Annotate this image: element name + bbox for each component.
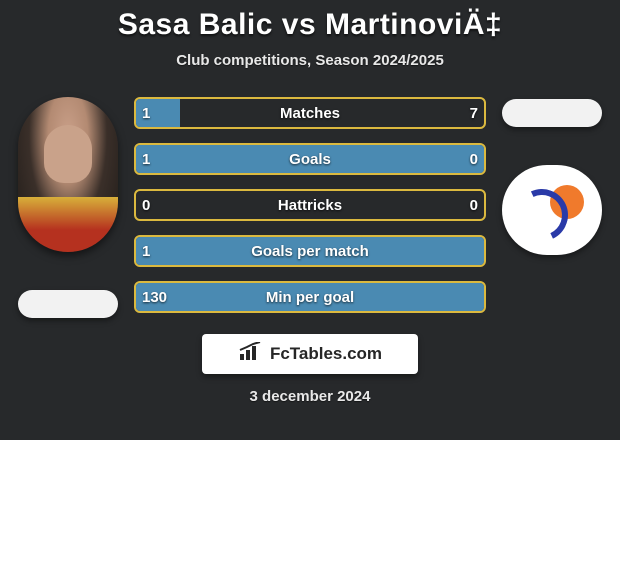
stat-row: 130Min per goal [134, 281, 486, 313]
bar-right-value: 7 [470, 97, 478, 129]
date-text: 3 december 2024 [0, 388, 620, 405]
player-photo [18, 97, 118, 252]
brand-chart-icon [238, 342, 264, 367]
brand-text: FcTables.com [270, 344, 382, 364]
bar-label: Matches [134, 97, 486, 129]
subtitle: Club competitions, Season 2024/2025 [0, 52, 620, 69]
bar-label: Goals [134, 143, 486, 175]
comparison-card: Sasa Balic vs MartinoviÄ‡ Club competiti… [0, 0, 620, 440]
bar-right-value: 0 [470, 143, 478, 175]
stat-row: 0Hattricks0 [134, 189, 486, 221]
right-flag-pill [502, 99, 602, 127]
brand-badge: FcTables.com [202, 334, 418, 374]
bar-right-value: 0 [470, 189, 478, 221]
bar-label: Min per goal [134, 281, 486, 313]
left-flag-pill [18, 290, 118, 318]
bar-label: Hattricks [134, 189, 486, 221]
stat-row: 1Goals per match [134, 235, 486, 267]
stat-row: 1Matches7 [134, 97, 486, 129]
page-title: Sasa Balic vs MartinoviÄ‡ [0, 0, 620, 42]
right-side [492, 97, 612, 255]
stat-row: 1Goals0 [134, 143, 486, 175]
content-area: 1Matches71Goals00Hattricks01Goals per ma… [0, 97, 620, 318]
club-badge [502, 165, 602, 255]
stat-bars: 1Matches71Goals00Hattricks01Goals per ma… [134, 97, 486, 313]
left-side [8, 97, 128, 318]
bar-label: Goals per match [134, 235, 486, 267]
